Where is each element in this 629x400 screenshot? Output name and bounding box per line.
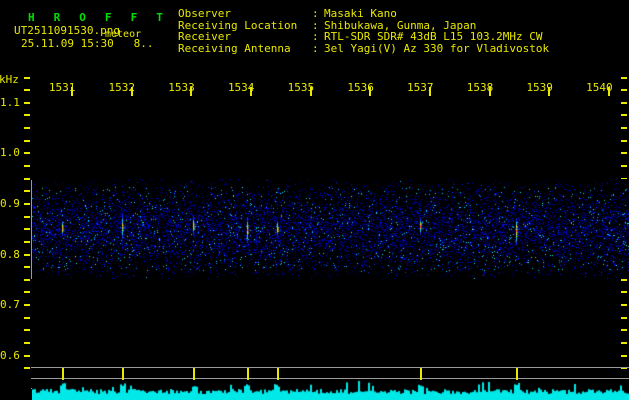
amplitude-waveform-canvas[interactable] [32,380,629,400]
x-tick-mark [369,87,372,96]
y-tick-mark-right [621,354,627,357]
y-tick-mark-right [621,304,627,307]
y-tick-mark [24,215,30,218]
y-tick-mark [24,367,30,370]
mode-label: meteor [105,29,142,40]
y-tick-mark [24,329,30,332]
y-tick-mark [24,291,30,294]
y-tick-mark-right [621,291,627,294]
info-row: Receiver : RTL-SDR SDR# 43dB L15 103.2MH… [178,31,549,43]
y-tick-mark-right [621,127,627,130]
x-tick-mark [608,87,611,96]
baseline-gridline [31,367,629,368]
info-colon: : [312,41,319,55]
x-tick-label: 1538 [466,81,494,94]
plot-left-axis [31,180,32,279]
y-tick-mark [24,101,30,104]
x-tick-label: 1539 [526,81,553,94]
y-tick-mark-right [621,76,627,79]
info-value: RTL-SDR SDR# 43dB L15 103.2MHz CW [324,30,543,44]
y-tick-label: 0.6 [0,348,20,362]
info-key: Receiving Location [178,18,298,32]
info-key: Receiving Antenna [178,41,291,55]
info-value: 3el Yagi(V) Az 330 for Vladivostok [324,41,550,55]
y-tick-mark [24,202,30,205]
y-tick-mark [24,127,30,130]
x-tick-label: 1533 [168,81,195,94]
x-tick-label: 1537 [407,81,434,94]
y-tick-mark [24,228,30,231]
y-tick-mark [24,190,30,193]
y-tick-mark [24,165,30,168]
y-tick-mark [24,177,30,180]
y-tick-mark [24,266,30,269]
x-tick-mark [70,87,73,96]
x-tick-mark [249,87,252,96]
info-value: Shibukawa, Gunma, Japan [324,18,477,32]
y-tick-mark-right [621,89,627,92]
x-tick-label: 1535 [287,81,315,94]
info-colon: : [312,7,319,20]
y-tick-label: 1.0 [0,146,20,160]
y-tick-mark [24,316,30,319]
y-tick-mark-right [621,278,627,281]
info-row: Observer : Masaki Kano [178,8,549,20]
x-tick-mark [429,87,432,96]
y-tick-mark-right [621,316,627,319]
x-tick-label: 1534 [227,81,255,94]
y-tick-label: 0.9 [0,196,20,210]
x-tick-label: 1536 [347,81,374,94]
x-tick-mark [130,87,133,96]
x-tick-label: 1540 [586,81,613,94]
x-tick-mark [309,87,312,96]
x-tick-mark [488,87,491,96]
baseline-gridline [31,378,629,379]
y-tick-mark [24,354,30,357]
app-title: H R O F F T [28,11,170,24]
y-tick-mark [24,304,30,307]
y-tick-mark-right [621,152,627,155]
info-key: Observer [178,7,231,20]
y-tick-mark-right [621,177,627,180]
x-tick-label: 1531 [48,81,76,94]
info-row: Receiving Location : Shibukawa, Gunma, J… [178,18,549,32]
y-tick-mark-right [621,114,627,117]
y-tick-mark-right [621,139,627,142]
y-tick-mark-right [621,342,627,345]
y-tick-mark-right [621,165,627,168]
y-tick-label: 0.7 [0,298,20,312]
y-tick-mark [24,114,30,117]
observer-info-block: Observer : Masaki Kano Receiving Locatio… [178,8,549,54]
filename-label: UT2511091530.png [14,24,120,37]
spectrogram-canvas[interactable] [32,179,629,279]
y-tick-mark-right [621,101,627,104]
x-tick-mark [190,87,193,96]
info-colon: : [312,30,319,44]
x-tick-label: 1532 [108,81,136,94]
y-tick-mark [24,152,30,155]
y-axis-unit-label: kHz [0,73,19,86]
y-tick-mark [24,253,30,256]
datetime-label: 25.11.09 15:30 8.. [21,37,154,50]
info-colon: : [312,18,319,32]
y-tick-mark [24,89,30,92]
y-tick-label: 0.8 [0,247,20,261]
info-key: Receiver [178,30,231,44]
y-tick-mark [24,139,30,142]
y-tick-label: 1.1 [0,95,20,109]
y-tick-mark [24,240,30,243]
y-tick-mark [24,76,30,79]
y-tick-mark [24,278,30,281]
y-tick-mark-right [621,367,627,370]
info-value: Masaki Kano [324,7,397,20]
info-row: Receiving Antenna : 3el Yagi(V) Az 330 f… [178,43,549,55]
x-tick-mark [548,87,551,96]
y-tick-mark-right [621,329,627,332]
y-tick-mark [24,342,30,345]
